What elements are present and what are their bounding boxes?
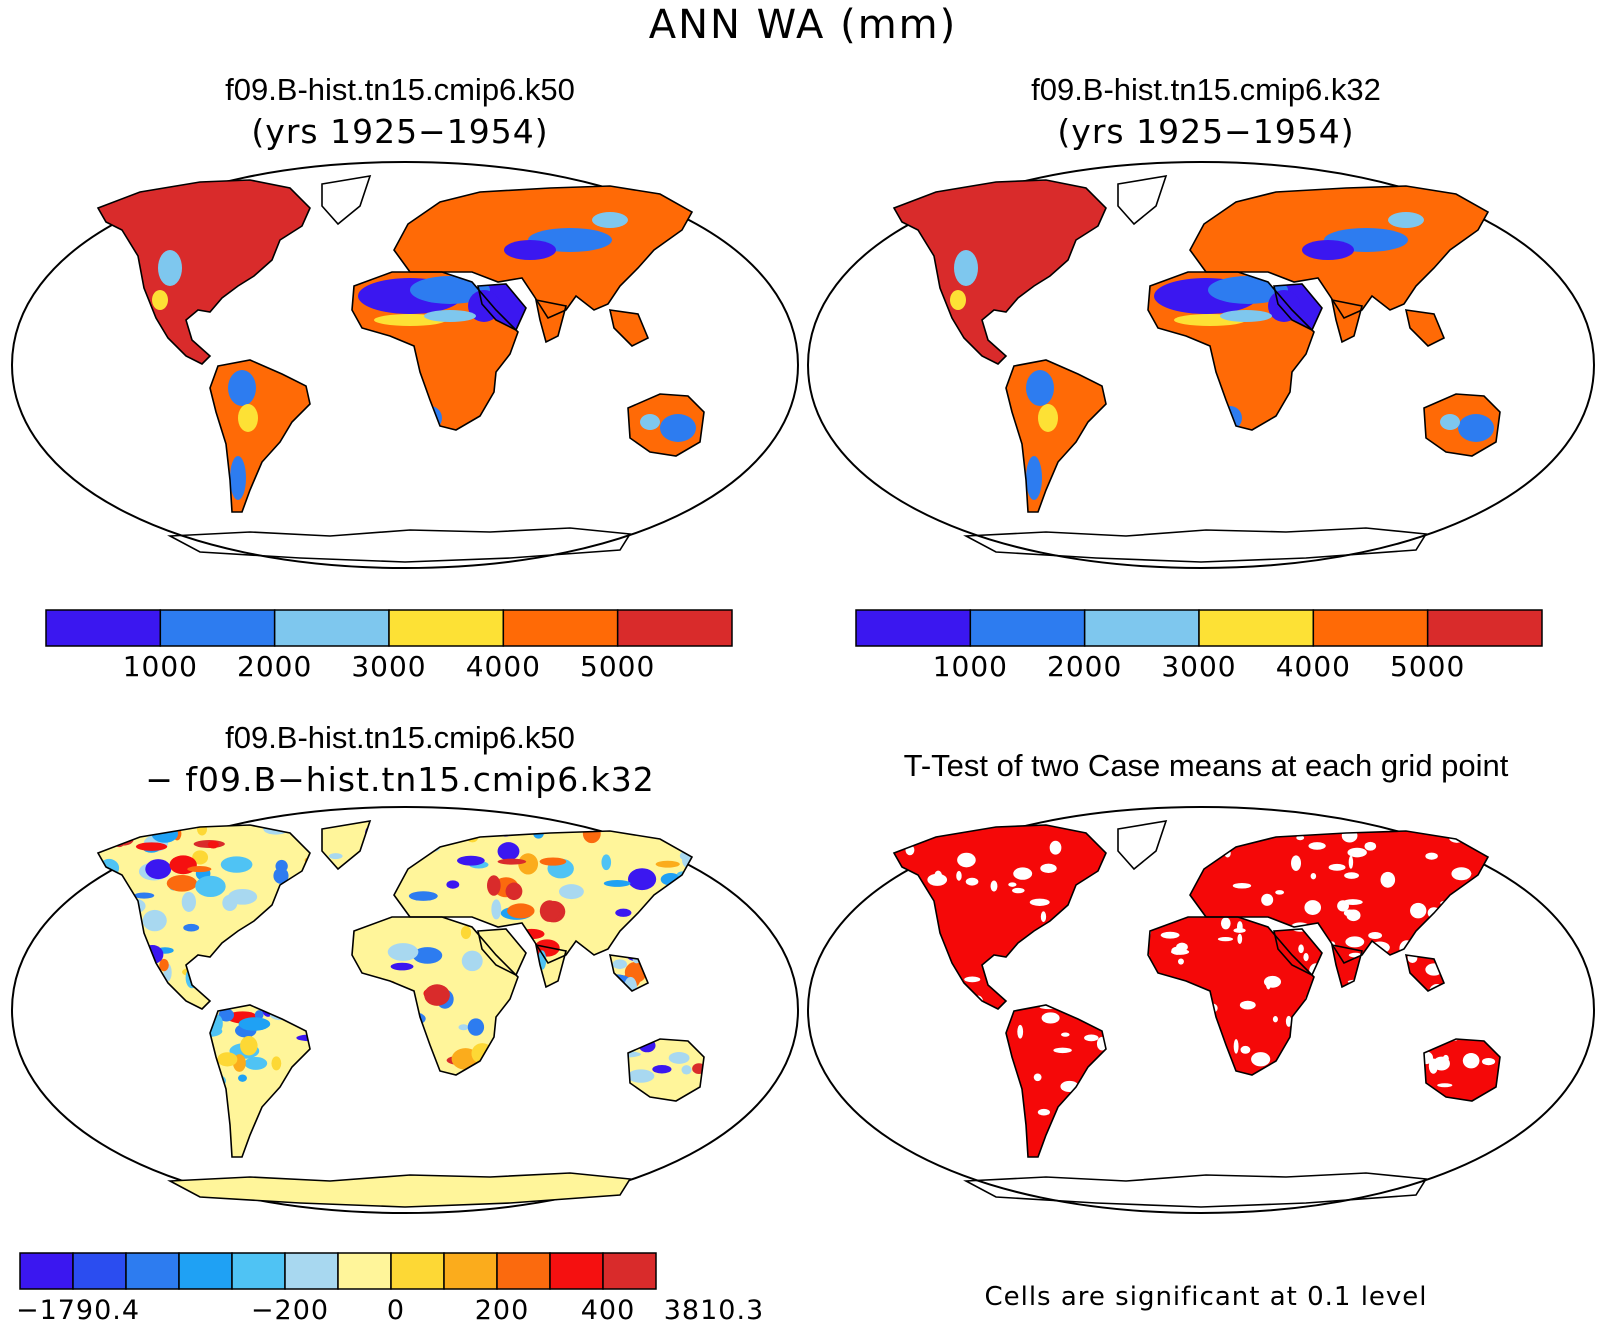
colorbar-swatch bbox=[19, 1252, 74, 1290]
colorbar-tick-label: 5000 bbox=[580, 650, 655, 683]
colorbar-swatch bbox=[616, 609, 733, 647]
colorbar-swatch bbox=[337, 1252, 392, 1290]
colorbar-swatch bbox=[855, 609, 972, 647]
colorbar-swatch bbox=[72, 1252, 127, 1290]
panel1-title: f09.B-hist.tn15.cmip6.k50 bbox=[225, 72, 575, 107]
panel4-title: T-Test of two Case means at each grid po… bbox=[903, 748, 1509, 783]
colorbar-swatch bbox=[1426, 609, 1543, 647]
colorbar-tick-label: 5000 bbox=[1390, 650, 1465, 683]
map-panel-case2 bbox=[806, 160, 1596, 570]
colorbar-swatch bbox=[125, 1252, 180, 1290]
colorbar-tick-label: 1000 bbox=[123, 650, 198, 683]
colorbar-swatch bbox=[273, 609, 390, 647]
colorbar-tick-label: −200 bbox=[251, 1295, 329, 1326]
panel2-subtitle: (yrs 1925−1954) bbox=[1057, 112, 1355, 151]
panel3-title: f09.B-hist.tn15.cmip6.k50 bbox=[225, 720, 575, 755]
colorbar-tick-label: 2000 bbox=[1047, 650, 1122, 683]
colorbar-tick-label: 4000 bbox=[1276, 650, 1351, 683]
panel2-title: f09.B-hist.tn15.cmip6.k32 bbox=[1031, 72, 1381, 107]
map-panel-case1 bbox=[10, 160, 800, 570]
colorbar-swatch bbox=[969, 609, 1086, 647]
colorbar-swatch bbox=[443, 1252, 498, 1290]
map-panel-ttest bbox=[806, 805, 1596, 1215]
colorbar-tick-label: 200 bbox=[475, 1295, 530, 1326]
panel3-subtitle: − f09.B−hist.tn15.cmip6.k32 bbox=[145, 760, 655, 799]
colorbar-swatch bbox=[1083, 609, 1200, 647]
colorbar-swatch bbox=[496, 1252, 551, 1290]
colorbar-tick-label: 3000 bbox=[1161, 650, 1236, 683]
colorbar-swatch bbox=[1198, 609, 1315, 647]
colorbar-swatch bbox=[1312, 609, 1429, 647]
colorbar-tick-label: 1000 bbox=[933, 650, 1008, 683]
figure-title: ANN WA (mm) bbox=[648, 2, 958, 48]
colorbar-case2: 1000 2000 3000 4000 5000 bbox=[855, 609, 1543, 683]
panel1-subtitle: (yrs 1925−1954) bbox=[251, 112, 549, 151]
colorbar-tick-label: −1790.4 bbox=[16, 1295, 140, 1326]
colorbar-case1: 1000 2000 3000 4000 5000 bbox=[45, 609, 733, 683]
colorbar-swatch bbox=[549, 1252, 604, 1290]
colorbar-swatch bbox=[390, 1252, 445, 1290]
colorbar-swatch bbox=[502, 609, 619, 647]
colorbar-swatch bbox=[284, 1252, 339, 1290]
colorbar-tick-label: 2000 bbox=[237, 650, 312, 683]
colorbar-swatch bbox=[602, 1252, 657, 1290]
colorbar-tick-label: 400 bbox=[581, 1295, 636, 1326]
map-panel-difference bbox=[10, 805, 800, 1215]
significance-note: Cells are significant at 0.1 level bbox=[984, 1282, 1428, 1312]
colorbar-tick-label: 4000 bbox=[466, 650, 541, 683]
colorbar-swatch bbox=[231, 1252, 286, 1290]
colorbar-swatch bbox=[45, 609, 162, 647]
colorbar-swatch bbox=[178, 1252, 233, 1290]
colorbar-difference: −1790.4 −200 0 200 400 3810.3 bbox=[16, 1252, 763, 1326]
colorbar-swatch bbox=[388, 609, 505, 647]
colorbar-tick-label: 3810.3 bbox=[664, 1295, 764, 1326]
colorbar-swatch bbox=[159, 609, 276, 647]
colorbar-tick-label: 3000 bbox=[351, 650, 426, 683]
colorbar-tick-label: 0 bbox=[387, 1295, 405, 1326]
